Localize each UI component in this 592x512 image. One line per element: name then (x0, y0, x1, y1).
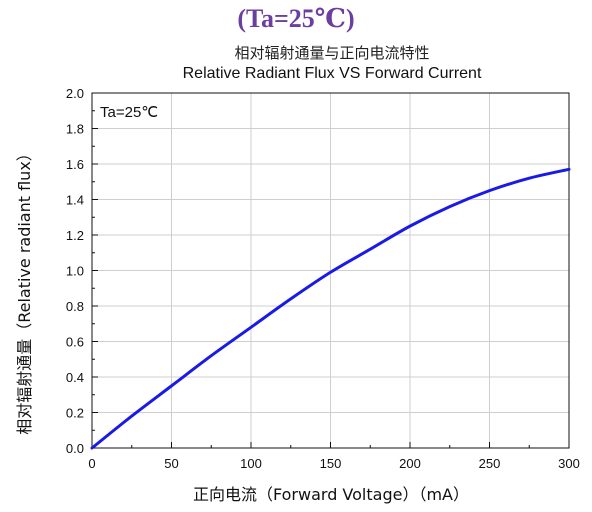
x-tick-label: 300 (558, 456, 580, 471)
x-tick-label: 100 (240, 456, 262, 471)
grid-lines (92, 93, 569, 448)
y-tick-label: 1.8 (66, 122, 84, 137)
chart-title: Relative Radiant Flux VS Forward Current (183, 65, 482, 82)
y-tick-label: 2.0 (66, 86, 84, 101)
y-tick-label: 0.4 (66, 370, 84, 385)
series-line (90, 167, 571, 450)
x-tick-label: 50 (164, 456, 178, 471)
temperature-annotation: Ta=25℃ (100, 104, 158, 121)
x-tick-label: 250 (479, 456, 501, 471)
y-tick-label: 0.6 (66, 335, 84, 350)
chart-title-zh: 相对辐射通量与正向电流特性 (234, 44, 429, 62)
y-tick-label: 1.2 (66, 228, 84, 243)
y-tick-label: 1.4 (66, 193, 84, 208)
x-axis-label: 正向电流（Forward Voltage）（mA） (193, 485, 469, 504)
x-tick-label: 200 (399, 456, 421, 471)
chart-heading: (Ta=25℃) (237, 4, 355, 33)
x-tick-label: 150 (320, 456, 342, 471)
y-tick-label: 0.8 (66, 299, 84, 314)
y-tick-label: 0.2 (66, 406, 84, 421)
y-tick-label: 0.0 (66, 441, 84, 456)
x-tick-label: 0 (88, 456, 95, 471)
y-tick-label: 1.0 (66, 264, 84, 279)
y-axis-label: 相对辐射通量（Relative radiant flux） (15, 145, 34, 435)
axis-ticks (91, 92, 570, 449)
y-tick-label: 1.6 (66, 157, 84, 172)
tick-labels: 0 50 100 150 200 250 300 0.0 0.2 0.4 0.6 0.8 1.0 1.2 1… (66, 86, 580, 471)
